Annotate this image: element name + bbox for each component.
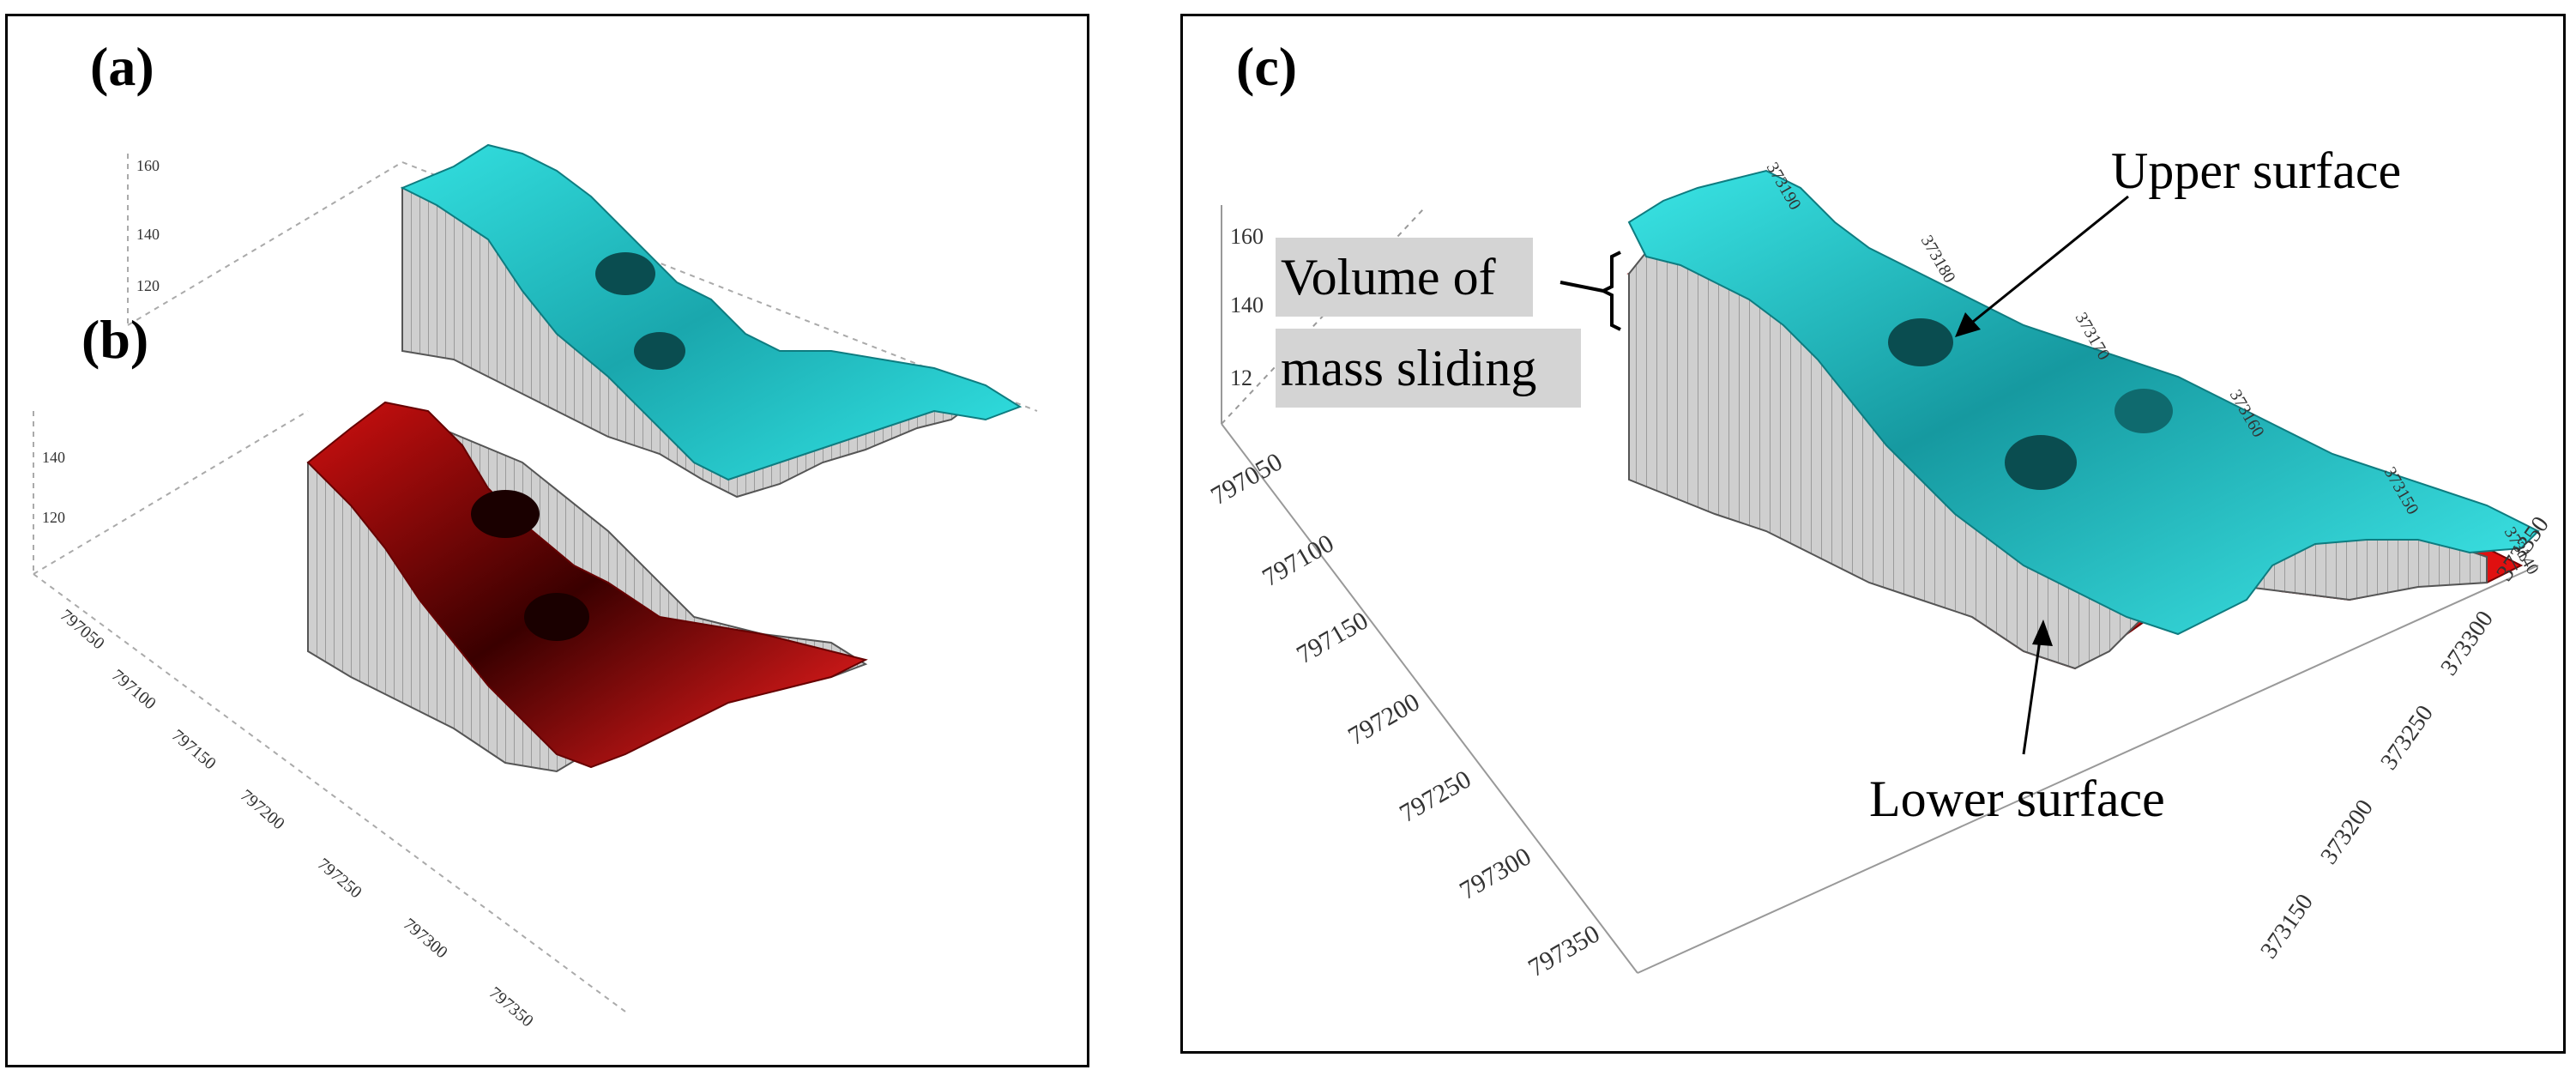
upper-surface-depression (1888, 318, 1953, 366)
panel-c: 160 140 12 797050 797100 797150 797200 7… (1180, 14, 2566, 1054)
lower-surface-label: Lower surface (1869, 771, 2165, 827)
y-tick: 797250 (314, 855, 365, 902)
volume-leader (1559, 281, 1604, 293)
volume-label-line1: Volume of (1276, 238, 1533, 317)
y-tick: 797200 (237, 786, 288, 833)
surfaces-3d-view-ab: 160 140 120 140 120 797050 797100 797150… (33, 143, 1038, 1031)
z-axis-ticks-a: 160 140 120 (136, 157, 160, 294)
volume-label-line2: mass sliding (1276, 329, 1581, 408)
z-tick: 160 (136, 157, 160, 174)
panel-label-a: (a) (90, 36, 154, 97)
lower-surface-arrow (2022, 620, 2053, 755)
z-tick: 160 (1230, 224, 1264, 249)
z-axis-ticks-c: 160 140 12 (1230, 224, 1264, 390)
lower-surface-depression (471, 490, 540, 538)
axis-frame-b (33, 410, 626, 1012)
y-tick: 797250 (1395, 765, 1475, 828)
z-tick: 140 (1230, 293, 1264, 317)
x-tick: 373150 (2255, 889, 2319, 964)
axis-frame-c (1221, 205, 2539, 974)
panel-label-c: (c) (1236, 36, 1298, 97)
z-tick: 120 (136, 277, 160, 294)
lower-surface-depression (524, 593, 589, 641)
upper-surface (1627, 169, 2540, 636)
z-tick: 140 (42, 449, 65, 466)
y-tick: 797050 (57, 606, 108, 653)
upper-surface-label: Upper surface (2111, 142, 2402, 199)
upper-surface (400, 143, 1023, 481)
surfaces-3d-view-c: 160 140 12 797050 797100 797150 797200 7… (1206, 160, 2555, 983)
y-tick: 797200 (1343, 687, 1424, 751)
upper-surface-depression (595, 252, 655, 295)
upper-surface-depression (634, 332, 685, 370)
z-tick: 120 (42, 509, 65, 526)
y-tick: 797100 (108, 666, 160, 713)
y-tick: 797100 (1258, 529, 1338, 592)
y-tick: 797150 (168, 726, 220, 773)
panel-label-b: (b) (81, 309, 149, 370)
upper-surface-arrow (1955, 195, 2129, 337)
panel-ab: 160 140 120 140 120 797050 797100 797150… (5, 14, 1089, 1067)
y-tick: 797150 (1292, 606, 1372, 669)
x-tick: 373250 (2375, 700, 2439, 775)
volume-bracket (1599, 251, 1621, 331)
z-tick: 140 (136, 226, 160, 243)
x-tick: 373300 (2435, 606, 2499, 680)
z-axis-ticks-b: 140 120 (42, 449, 65, 526)
upper-surface-depression (2114, 389, 2173, 433)
y-tick: 797350 (1523, 919, 1604, 982)
y-tick: 797300 (400, 915, 451, 962)
upper-surface-depression (2005, 435, 2077, 490)
x-tick: 373200 (2315, 795, 2379, 869)
y-tick: 797350 (486, 983, 537, 1031)
lower-surface (306, 401, 868, 769)
z-tick: 12 (1230, 366, 1252, 390)
y-axis-ticks-c: 797050 797100 797150 797200 797250 79730… (1206, 447, 1604, 982)
y-tick: 797300 (1455, 842, 1535, 905)
